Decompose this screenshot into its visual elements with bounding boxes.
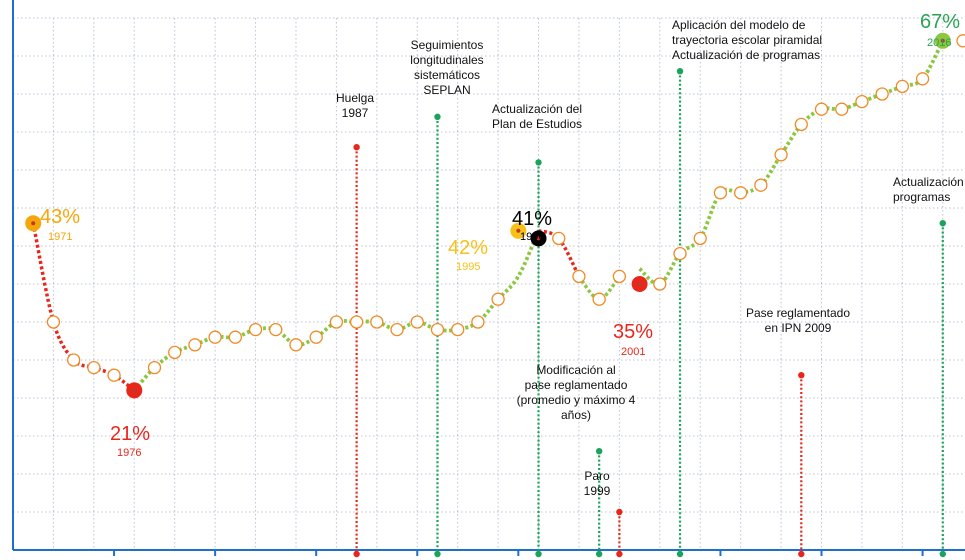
data-point: [107, 368, 121, 382]
event-marker-bottom: [798, 550, 805, 558]
annotation-pase-ipn-2009: Pase reglamentado en IPN 2009: [745, 306, 851, 335]
highlight-point-center: [536, 236, 541, 241]
data-point: [248, 322, 263, 337]
data-point: [835, 102, 849, 116]
event-marker-bottom: [616, 550, 623, 558]
data-point: [349, 315, 364, 329]
data-point: [390, 322, 404, 337]
event-marker-top: [595, 448, 603, 455]
data-point: [430, 322, 445, 337]
data-point: [794, 117, 808, 132]
data-point: [956, 34, 965, 48]
data-point: [147, 360, 162, 375]
event-marker-bottom: [353, 550, 360, 558]
highlight-points: [25, 32, 951, 399]
label-pct-2001: 35%: [613, 321, 654, 343]
data-point: [188, 338, 202, 352]
data-point: [875, 87, 889, 101]
data-point: [895, 79, 910, 94]
data-point: [46, 315, 61, 329]
data-point: [915, 72, 930, 86]
data-point: [228, 330, 242, 344]
data-point: [309, 330, 323, 344]
data-point: [370, 315, 384, 329]
event-marker-bottom: [595, 550, 603, 558]
label-pct-1996: 41%: [512, 208, 553, 230]
data-point: [329, 315, 344, 329]
data-point: [269, 322, 283, 337]
event-marker-bottom: [535, 550, 542, 558]
data-point: [552, 231, 566, 246]
highlight-point-center: [940, 38, 945, 43]
label-pct-1971: 43%: [40, 206, 81, 228]
highlight-point-center: [637, 282, 642, 286]
data-point: [673, 246, 687, 261]
highlight-point-center: [132, 388, 137, 393]
event-marker-top: [353, 144, 360, 151]
data-point: [774, 148, 788, 162]
data-point: [471, 315, 485, 329]
event-marker-bottom: [676, 550, 684, 558]
event-marker-top: [798, 372, 805, 379]
label-year-1976: 1976: [117, 447, 142, 459]
data-point: [289, 338, 303, 352]
label-pct-2016: 67%: [920, 11, 961, 33]
annotation-actualizacion-plan: Actualización del Plan de Estudios: [491, 102, 583, 131]
gridlines: [12, 17, 963, 550]
event-marker-bottom: [434, 550, 441, 558]
data-point: [754, 178, 768, 192]
annotation-paro-1999: Paro 1999: [583, 469, 611, 498]
data-point: [208, 330, 222, 344]
event-marker-top: [939, 220, 946, 227]
label-year-2016: 2016: [927, 37, 952, 49]
highlight-point-center: [31, 221, 36, 226]
label-pct-1976: 21%: [110, 423, 151, 445]
label-year-1996: 1996: [520, 231, 545, 243]
data-point: [653, 277, 667, 291]
data-point: [592, 292, 606, 306]
annotation-modelo-piramidal: Aplicación del modelo de trayectoria esc…: [672, 18, 823, 62]
data-point: [693, 231, 707, 246]
event-marker-top: [535, 159, 542, 166]
data-point: [855, 94, 869, 109]
event-marker-top: [676, 68, 684, 75]
data-point: [612, 269, 627, 284]
annotation-huelga-1987: Huelga 1987: [335, 91, 375, 120]
annotation-seguimientos-seplan: Seguimientos longitudinales sistemáticos…: [410, 38, 484, 97]
label-pct-1995: 42%: [448, 237, 489, 259]
label-year-1995: 1995: [456, 261, 481, 273]
data-point: [451, 322, 465, 337]
event-marker-top: [616, 508, 623, 516]
data-point: [66, 353, 81, 367]
annotation-modificacion-pase: Modificación al pase reglamentado (prome…: [516, 363, 636, 422]
data-point: [713, 186, 728, 200]
data-point: [572, 269, 586, 284]
data-point: [410, 315, 424, 329]
data-point: [87, 360, 101, 375]
trend-segment: [638, 39, 945, 287]
highlight-point-center: [516, 228, 521, 233]
data-point: [734, 186, 748, 200]
trend-segment: [31, 222, 136, 392]
data-point: [168, 345, 182, 360]
trend-segment: [577, 275, 621, 301]
event-marker-bottom: [939, 550, 946, 558]
axes: [12, 0, 965, 556]
label-year-1971: 1971: [48, 231, 73, 243]
data-point: [491, 292, 505, 306]
data-markers: [46, 34, 965, 382]
event-marker-top: [434, 113, 441, 121]
label-year-2001: 2001: [621, 346, 646, 358]
annotation-actualizacion-programas: Actualización de programas: [893, 175, 964, 204]
data-point: [814, 102, 829, 116]
